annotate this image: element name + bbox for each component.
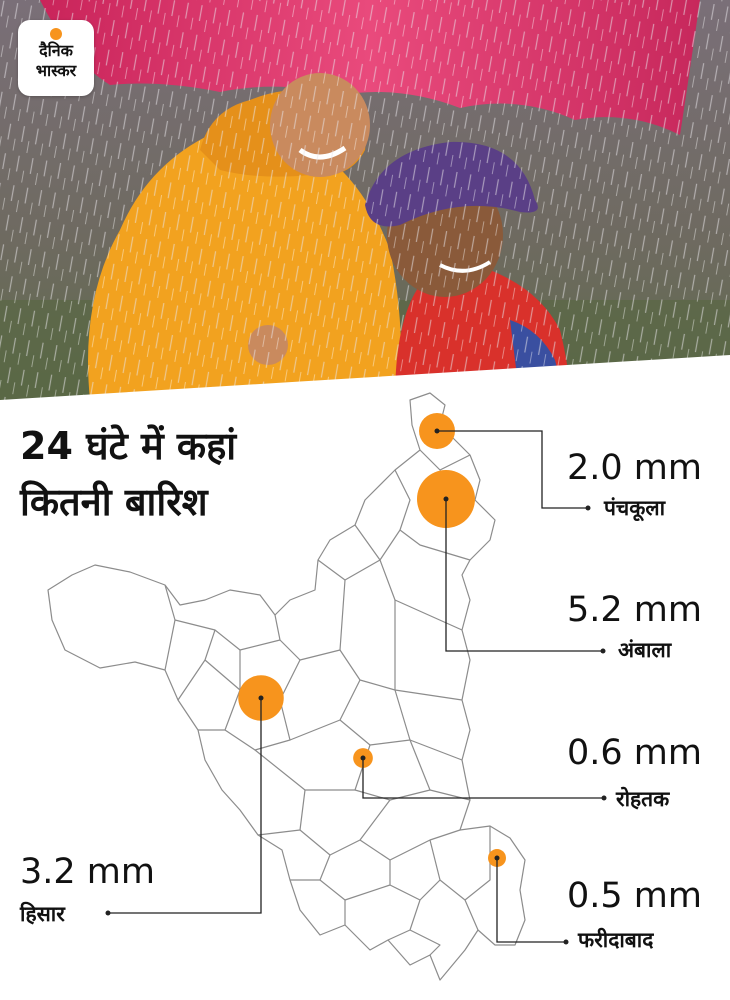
- title-line2: कितनी बारिश: [20, 480, 208, 524]
- label-panchkula-name: पंचकूला: [604, 496, 666, 520]
- leader-line-panchkula: [437, 430, 588, 509]
- label-hisar-value: 3.2 mm: [20, 852, 155, 892]
- label-ambala-value: 5.2 mm: [567, 590, 702, 630]
- haryana-map: [47, 392, 607, 981]
- label-rohtak-value: 0.6 mm: [567, 733, 702, 773]
- leader-line-ambala: [445, 499, 603, 652]
- label-faridabad-value: 0.5 mm: [567, 876, 702, 916]
- end-dot-panchkula: [585, 505, 591, 511]
- logo-line1: दैनिक: [39, 41, 73, 60]
- label-rohtak-name: रोहतक: [616, 787, 670, 811]
- end-dot-faridabad: [563, 939, 569, 945]
- page-title: 24 घंटे में कहां कितनी बारिश: [20, 418, 340, 530]
- leader-line-rohtak: [362, 758, 604, 799]
- leader-line-hisar: [108, 698, 262, 914]
- end-dot-hisar: [105, 910, 111, 916]
- brand-logo: दैनिक भास्कर: [18, 20, 94, 96]
- leader-line-faridabad: [496, 858, 566, 943]
- end-dot-ambala: [600, 648, 606, 654]
- anchor-dot-panchkula: [434, 428, 440, 434]
- anchor-dot-rohtak: [360, 755, 366, 761]
- title-line1: 24 घंटे में कहां: [20, 424, 237, 468]
- anchor-dot-faridabad: [494, 855, 500, 861]
- logo-line2: भास्कर: [35, 61, 77, 80]
- rain-photo: [0, 0, 730, 400]
- rainfall-markers: [105, 413, 607, 945]
- end-dot-rohtak: [601, 795, 607, 801]
- logo-dot: [50, 28, 62, 40]
- label-faridabad-name: फरीदाबाद: [578, 928, 654, 952]
- anchor-dot-ambala: [443, 496, 449, 502]
- label-panchkula-value: 2.0 mm: [567, 448, 702, 488]
- anchor-dot-hisar: [258, 695, 264, 701]
- label-hisar-name: हिसार: [20, 902, 65, 926]
- state-outline: [47, 392, 526, 981]
- label-ambala-name: अंबाला: [618, 638, 672, 662]
